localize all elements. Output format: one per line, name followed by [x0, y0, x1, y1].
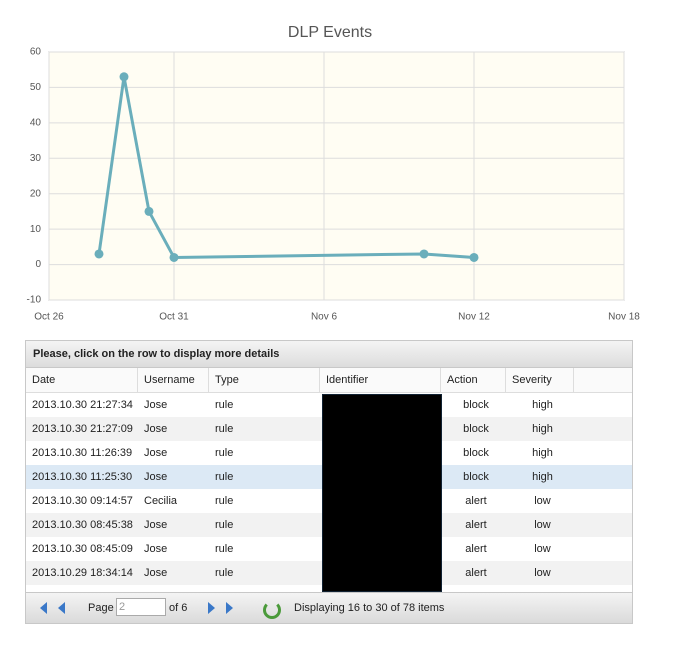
header-row: Date Username Type Identifier Action Severity [26, 368, 632, 393]
table-cell: high [532, 447, 553, 459]
table-row[interactable]: 2013.10.30 11:26:39 Jose rule block high [26, 441, 632, 465]
table-cell: 2013.10.30 11:26:39 [32, 447, 133, 459]
last-page[interactable] [226, 602, 233, 614]
table-cell: 2013.10.30 21:27:34 [32, 399, 133, 411]
table: Please, click on the row to display more… [25, 340, 633, 624]
table-cell: rule [215, 495, 234, 507]
chart: DLP Events -10 0 10 20 30 40 50 60 Oct 26 Oct 31 N… [27, 24, 641, 323]
x-tick-label: Oct 26 [34, 312, 64, 323]
table-cell: alert [465, 543, 487, 555]
column-header: Username [138, 368, 209, 392]
table-cell: rule [215, 567, 234, 579]
next-page[interactable] [208, 602, 215, 614]
point [94, 249, 104, 259]
prev-page[interactable] [58, 602, 65, 614]
table-cell: rule [215, 447, 234, 459]
table-cell: Jose [144, 423, 168, 435]
y-tick-label: 10 [30, 224, 42, 235]
chart-title: DLP Events [288, 24, 372, 41]
column-header: Date [26, 368, 138, 392]
table-cell: Jose [144, 543, 168, 555]
column-header: Identifier [320, 368, 441, 392]
table-cell: Jose [144, 567, 168, 579]
redacted-block [322, 394, 442, 592]
table-cell: rule [215, 519, 234, 531]
x-tick-label: Oct 31 [159, 312, 189, 323]
table-cell: Jose [144, 399, 168, 411]
y-tick-label: 40 [30, 117, 42, 128]
pager: Page 2 of 6 Displaying 16 to 30 of 78 it… [26, 592, 632, 623]
table-cell: high [532, 399, 553, 411]
table-cell: low [534, 495, 551, 507]
table-cell: block [463, 423, 489, 435]
plot-area [48, 51, 625, 301]
column-header: Type [209, 368, 320, 392]
table-cell: high [532, 471, 553, 483]
table-cell: 2013.10.29 18:34:14 [32, 567, 133, 579]
table-cell: Jose [144, 519, 168, 531]
point [469, 252, 479, 262]
x-tick-label: Nov 12 [458, 312, 490, 323]
y-tick-label: 0 [35, 259, 41, 270]
page-input[interactable]: 2 [116, 598, 166, 616]
table-cell: high [532, 423, 553, 435]
table-cell: rule [215, 471, 234, 483]
table-cell: 2013.10.30 08:45:38 [32, 519, 133, 531]
y-tick-label: 50 [30, 82, 42, 93]
table-cell: 2013.10.30 08:45:09 [32, 543, 133, 555]
table-cell: rule [215, 399, 234, 411]
refresh[interactable] [263, 601, 281, 619]
table-cell: rule [215, 543, 234, 555]
table-row[interactable]: 2013.10.30 21:27:34 Jose rule block high [26, 393, 632, 417]
point [419, 249, 429, 259]
y-tick-label: 60 [30, 47, 42, 58]
x-tick-label: Nov 18 [608, 312, 640, 323]
table-caption: Please, click on the row to display more… [26, 341, 632, 368]
table-cell: alert [465, 567, 487, 579]
page-count: of 6 [169, 602, 188, 614]
y-tick-label: 30 [30, 153, 42, 164]
y-tick-label: 20 [30, 188, 42, 199]
table-cell: Jose [144, 447, 168, 459]
table-cell: block [463, 471, 489, 483]
table-cell: low [534, 543, 551, 555]
column-header: Action [441, 368, 506, 392]
table-row[interactable]: 2013.10.30 09:14:57 Cecilia rule alert low [26, 489, 632, 513]
table-cell: Cecilia [144, 495, 178, 507]
x-tick-label: Nov 6 [311, 312, 338, 323]
table-cell: low [534, 567, 551, 579]
series-line [97, 76, 475, 259]
page-label: Page [88, 602, 114, 614]
table-cell: 2013.10.30 09:14:57 [32, 495, 133, 507]
first-page[interactable] [40, 602, 47, 614]
table-cell: 2013.10.30 11:25:30 [32, 471, 133, 483]
table-body: 2013.10.30 21:27:34 Jose rule block high 2013… [26, 393, 632, 585]
point [119, 72, 129, 82]
y-tick-label: -10 [27, 295, 42, 306]
table-cell: block [463, 447, 489, 459]
table-cell: block [463, 399, 489, 411]
column-header: Severity [506, 368, 574, 392]
table-cell: alert [465, 519, 487, 531]
table-cell: Jose [144, 471, 168, 483]
table-cell: rule [215, 423, 234, 435]
table-cell: alert [465, 495, 487, 507]
point [144, 206, 154, 216]
table-cell: low [534, 519, 551, 531]
status: Displaying 16 to 30 of 78 items [294, 602, 445, 614]
table-row[interactable]: 2013.10.30 08:45:09 Jose rule alert low [26, 537, 632, 561]
table-cell: 2013.10.30 21:27:09 [32, 423, 133, 435]
point [169, 252, 179, 262]
